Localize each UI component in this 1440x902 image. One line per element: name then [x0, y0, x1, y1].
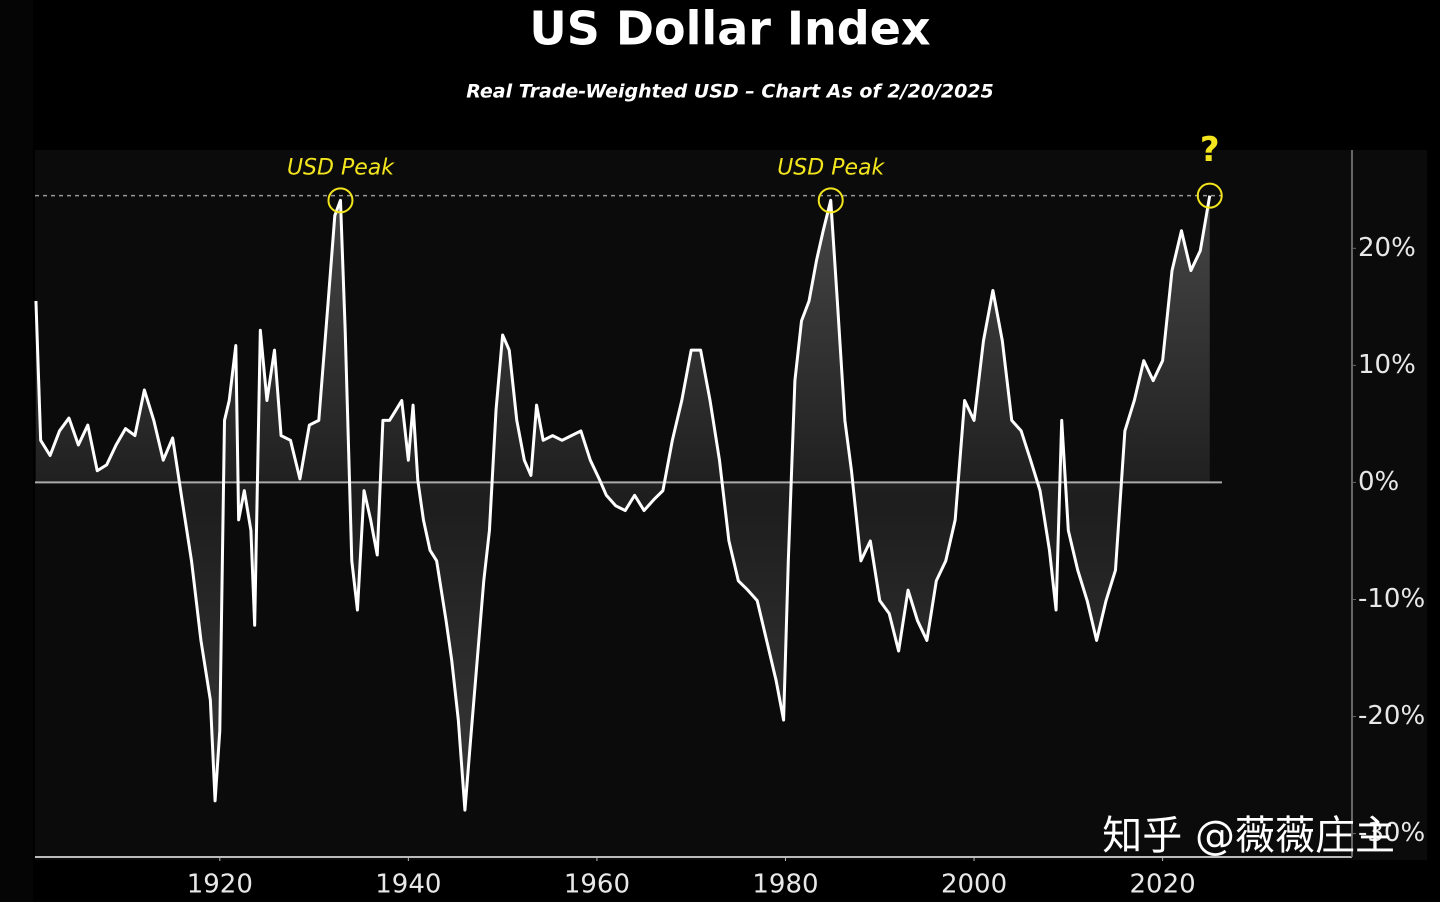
annotation: USD Peak [287, 155, 395, 180]
y-tick-label: 0% [1358, 467, 1399, 497]
x-tick-label: 1960 [564, 870, 630, 900]
area [35, 195, 1210, 811]
peak-marker [1196, 182, 1223, 209]
side-strip [0, 0, 33, 902]
watermark: 知乎 @薇薇庄主 [1102, 813, 1395, 859]
chart-title: US Dollar Index [529, 2, 930, 56]
y-tick-label: -20% [1358, 701, 1425, 731]
annotation: ? [1200, 130, 1220, 170]
peak-marker [327, 187, 354, 214]
x-tick-label: 1980 [752, 870, 818, 900]
x-tick-label: 2000 [941, 870, 1007, 900]
x-tick-label: 1920 [187, 870, 253, 900]
x-tick-label: 2020 [1130, 870, 1196, 900]
line [34, 195, 1212, 812]
y-tick-label: -30% [1358, 818, 1425, 848]
y-tick-label: 10% [1358, 350, 1416, 380]
y-tick-label: -10% [1358, 584, 1425, 614]
chart-subtitle: Real Trade-Weighted USD – Chart As of 2/… [466, 81, 994, 103]
annotation: USD Peak [777, 155, 885, 180]
y-tick-label: 20% [1358, 233, 1416, 263]
x-tick-label: 1940 [375, 870, 441, 900]
peak-marker [817, 187, 844, 214]
